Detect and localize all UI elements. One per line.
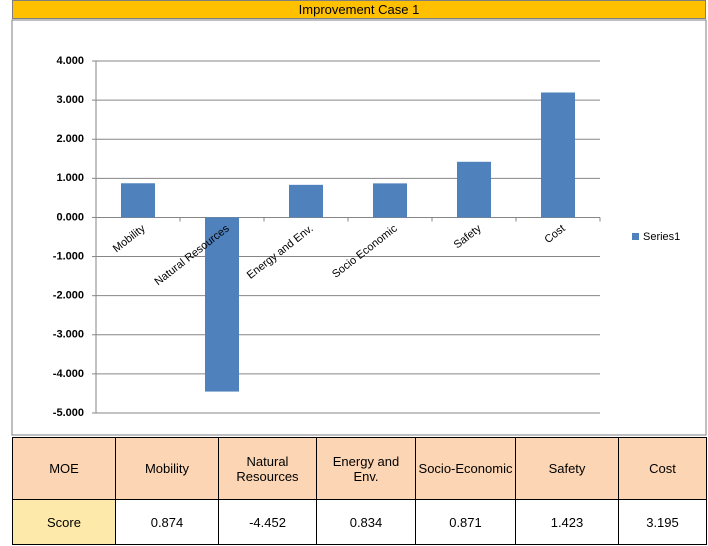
score-table: MOE Mobility Natural Resources Energy and E… bbox=[12, 437, 707, 545]
legend-swatch bbox=[632, 233, 639, 240]
y-tick-label: -5.000 bbox=[53, 407, 84, 419]
y-tick-label: 4.000 bbox=[56, 55, 84, 67]
header-row: MOE Mobility Natural Resources Energy and E… bbox=[12, 437, 707, 500]
score-cell: 0.834 bbox=[316, 499, 416, 545]
row-label: Score bbox=[12, 499, 116, 545]
legend-label: Series1 bbox=[643, 231, 680, 243]
score-cell: 3.195 bbox=[618, 499, 707, 545]
header-cell: Energy and Env. bbox=[316, 437, 416, 500]
header-cell: Socio-Economic bbox=[415, 437, 516, 500]
header-cell: Mobility bbox=[115, 437, 219, 500]
y-tick-label: 0.000 bbox=[56, 211, 84, 223]
header-cell: Natural Resources bbox=[218, 437, 317, 500]
bar bbox=[373, 183, 407, 218]
y-tick-label: -1.000 bbox=[53, 250, 84, 262]
score-cell: -4.452 bbox=[218, 499, 317, 545]
bar bbox=[457, 161, 491, 218]
score-row: Score 0.874 -4.452 0.834 0.871 1.423 3.195 bbox=[12, 499, 707, 545]
bar bbox=[205, 217, 239, 392]
score-cell: 0.874 bbox=[115, 499, 219, 545]
y-tick-label: 2.000 bbox=[56, 133, 84, 145]
score-cell: 1.423 bbox=[515, 499, 619, 545]
bar bbox=[541, 92, 575, 218]
header-cell: Cost bbox=[618, 437, 707, 500]
score-cell: 0.871 bbox=[415, 499, 516, 545]
y-tick-label: -3.000 bbox=[53, 329, 84, 341]
chart-title: Improvement Case 1 bbox=[12, 0, 706, 19]
y-tick-label: 3.000 bbox=[56, 94, 84, 106]
y-tick-label: -2.000 bbox=[53, 290, 84, 302]
header-cell: Safety bbox=[515, 437, 619, 500]
bar bbox=[121, 183, 155, 218]
chart-border bbox=[11, 19, 707, 436]
y-tick-label: 1.000 bbox=[56, 172, 84, 184]
header-cell: MOE bbox=[12, 437, 116, 500]
bar bbox=[289, 184, 323, 218]
y-tick-label: -4.000 bbox=[53, 368, 84, 380]
chart: -5.000 -4.000 -3.000 -2.000 -1.000 0.000 1.000… bbox=[11, 19, 707, 436]
